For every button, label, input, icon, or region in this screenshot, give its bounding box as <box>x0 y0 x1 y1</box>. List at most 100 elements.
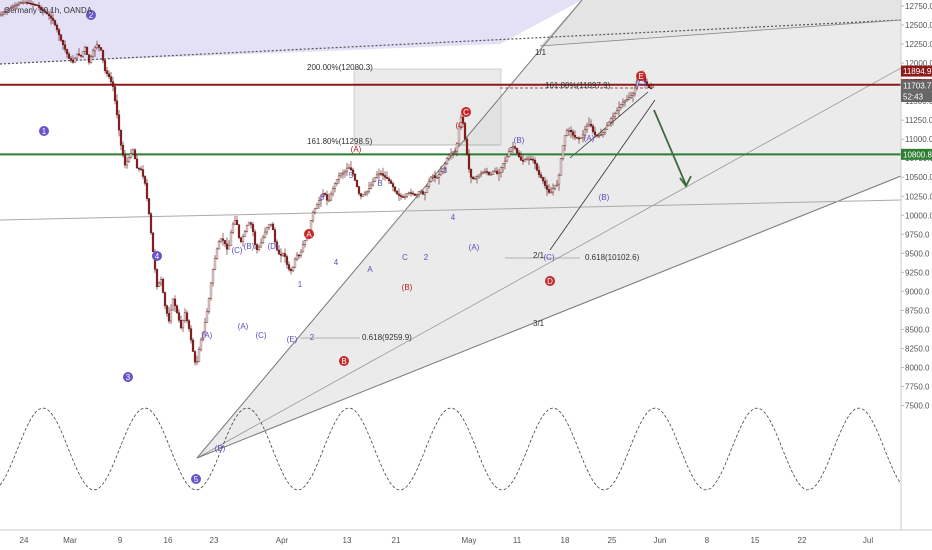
x-tick-label: 8 <box>705 536 710 545</box>
fib-level-label: 200.00%(12080.3) <box>307 63 373 72</box>
candle-body <box>359 193 363 197</box>
y-tick-label: 11000.0 <box>905 135 932 144</box>
candle-body <box>497 172 501 174</box>
candle-body <box>419 191 423 193</box>
candle-body <box>235 220 239 225</box>
wave-circle-marker <box>304 229 314 239</box>
gann-ratio-label: 2/1 <box>533 251 545 260</box>
candle-body <box>317 200 321 206</box>
candle-body <box>635 79 639 89</box>
candle-body <box>343 170 347 174</box>
time-axis[interactable]: 24 Mar 9 16 23 Apr 13 21 May 11 18 25 Jun 8 15 22 Jul <box>0 529 932 550</box>
candle-body <box>469 168 473 178</box>
candle-body <box>239 237 243 242</box>
candle-body <box>569 130 573 132</box>
x-tick-label: 16 <box>164 536 173 545</box>
y-tick-label: 12750.0 <box>905 2 932 11</box>
candle-body <box>477 174 481 177</box>
candle-body <box>243 231 247 237</box>
candle-body <box>591 125 595 132</box>
candle-body <box>109 76 113 82</box>
wave-label: (A) <box>351 145 362 154</box>
candle-body <box>397 193 401 196</box>
candle-body <box>251 224 255 232</box>
candle-body <box>143 176 147 184</box>
candle-body <box>455 142 459 152</box>
candle-body <box>403 196 407 198</box>
y-tick-label: 9250.0 <box>905 268 930 277</box>
wave-circle-label: E <box>638 72 643 81</box>
candle-body <box>449 152 453 156</box>
candle-body <box>273 229 277 243</box>
candle-body <box>395 190 399 195</box>
candle-body <box>615 110 619 114</box>
candle-body <box>631 92 635 96</box>
candle-body <box>465 138 469 155</box>
candle-body <box>303 239 307 245</box>
wave-label: 5 <box>349 171 354 180</box>
candle-body <box>533 159 537 164</box>
candle-body <box>7 8 11 11</box>
candle-body <box>237 224 241 238</box>
candle-body <box>73 57 77 63</box>
candle-body <box>67 53 71 59</box>
candle-body <box>199 339 203 350</box>
candle-body <box>195 361 199 363</box>
price-axis[interactable]: 7500.0 7750.0 8000.0 8250.0 8500.0 8750.0 9000… <box>900 0 932 530</box>
wave-circle-label: 5 <box>194 475 199 484</box>
candle-body <box>255 244 259 250</box>
candle-body <box>429 176 433 182</box>
candle-body <box>123 154 127 166</box>
candle-body <box>651 85 655 89</box>
candle-body <box>417 191 421 195</box>
candle-body <box>325 194 329 201</box>
y-tick-label: 11250.0 <box>905 116 932 125</box>
candle-body <box>247 222 251 226</box>
price-tag-label: 11703.7 <box>903 82 932 91</box>
candle-body <box>259 242 263 248</box>
wave-label: (B) <box>514 136 525 145</box>
candle-body <box>223 240 227 245</box>
candle-body <box>451 151 455 154</box>
wave-label: 2 <box>310 333 315 342</box>
x-tick-label: 18 <box>561 536 570 545</box>
y-tick-label: 10500.0 <box>905 173 932 182</box>
candle-body <box>423 192 427 195</box>
candle-body <box>49 15 53 19</box>
candle-body <box>443 163 447 169</box>
candle-body <box>539 174 543 178</box>
candle-body <box>357 186 361 194</box>
candle-body <box>447 154 451 159</box>
candle-body <box>425 186 429 193</box>
gann-ratio-label: 3/1 <box>533 319 545 328</box>
candle-body <box>537 169 541 175</box>
cycle-wave <box>0 407 901 491</box>
candle-body <box>411 192 415 195</box>
candle-body <box>345 167 349 172</box>
candle-body <box>65 49 69 55</box>
candle-body <box>565 130 569 136</box>
candle-body <box>613 113 617 117</box>
candle-body <box>585 125 589 130</box>
candle-body <box>121 145 125 156</box>
candle-body <box>479 173 483 176</box>
candle-body <box>263 231 267 238</box>
chart-title: Germany 30 1h, OANDA <box>4 6 93 15</box>
candle-body <box>581 134 585 139</box>
candle-body <box>617 107 621 112</box>
wave-label: (C) <box>543 253 554 262</box>
candle-body <box>439 171 443 175</box>
candle-body <box>269 223 273 226</box>
candle-body <box>217 241 221 250</box>
candle-body <box>321 193 325 198</box>
x-tick-label: 15 <box>751 536 760 545</box>
candle-body <box>367 188 371 192</box>
candle-body <box>561 145 565 159</box>
candlestick-series <box>0 0 655 366</box>
candle-body <box>311 212 315 221</box>
candle-body <box>267 224 271 228</box>
candle-body <box>23 1 27 4</box>
x-tick-label: Jul <box>863 536 873 545</box>
candle-body <box>163 292 167 307</box>
